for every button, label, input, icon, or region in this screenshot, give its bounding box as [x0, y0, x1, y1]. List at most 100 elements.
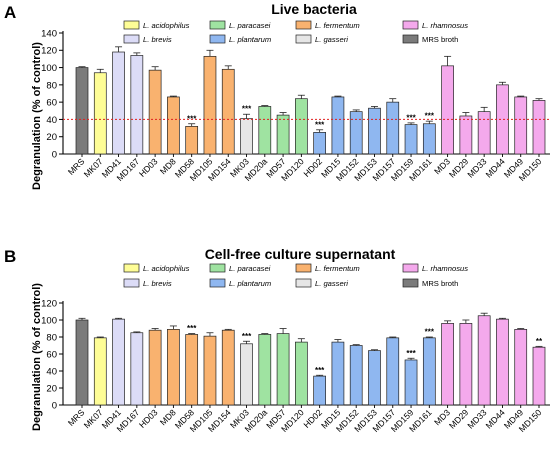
panel-b-bar — [167, 329, 180, 406]
panel-a-title: Live bacteria — [271, 1, 357, 17]
panel-b-bar — [477, 315, 491, 406]
panel-b-legend-swatch — [295, 263, 312, 273]
panel-b-ytick-label: 80 — [46, 332, 57, 343]
panel-b-bar — [276, 333, 290, 406]
panel-b-ytick-label: 20 — [46, 383, 57, 394]
panel-a-bar — [477, 111, 491, 155]
panel-a-ytick-label: 0 — [52, 149, 57, 160]
panel-a-ytick-label: 120 — [41, 46, 57, 57]
panel-b-bar — [203, 335, 217, 406]
panel-a-significance-label: *** — [406, 113, 416, 122]
panel-b-bar — [386, 337, 400, 406]
panel-b-bar — [496, 318, 509, 406]
panel-b-xtick-label: MK07 — [82, 407, 105, 430]
panel-b-significance-label: *** — [242, 332, 252, 341]
panel-b-ytick-label: 120 — [41, 298, 57, 309]
panel-a-bar — [148, 69, 162, 155]
panel-b-bar — [240, 343, 253, 406]
panel-a-bar — [331, 96, 345, 155]
panel-a-ylabel: Degranulation (% of control) — [31, 42, 43, 190]
panel-b-legend-swatch — [402, 263, 419, 273]
panel-b-bar — [221, 329, 235, 406]
panel-a-bar — [75, 67, 89, 155]
panel-b-significance-label: *** — [425, 328, 435, 337]
panel-a-xtick-label: MK07 — [82, 156, 105, 179]
panel-b-ytick-label: 40 — [46, 366, 57, 377]
panel-b-xtick-label: HD03 — [137, 407, 160, 430]
panel-a-ytick-label: 40 — [46, 115, 57, 126]
panel-a-ytick-label: 20 — [46, 132, 57, 143]
panel-b-bar — [130, 332, 144, 406]
panel-b-xtick-label: MD44 — [484, 407, 507, 430]
panel-a-bar — [185, 125, 199, 155]
panel-a-bar — [368, 107, 381, 155]
panel-b-legend-label: L. gasseri — [315, 279, 348, 288]
panel-b-legend-label: L. acidophilus — [143, 264, 190, 273]
panel-a-bar — [276, 114, 290, 155]
panel-b-legend-label: L. paracasei — [229, 264, 271, 273]
panel-b-bar — [441, 323, 454, 406]
panel-b-ylabel: Degranulation (% of control) — [31, 283, 43, 431]
panel-a-legend-label: L. brevis — [143, 35, 172, 44]
panel-a-letter: A — [4, 3, 16, 22]
panel-b-legend-label: L. fermentum — [315, 264, 360, 273]
panel-a-xtick-label: MD33 — [465, 156, 488, 179]
panel-a-legend-swatch — [123, 34, 140, 44]
panel-a-ytick-label: 100 — [41, 63, 57, 74]
panel-a-legend-swatch — [402, 20, 419, 30]
panel-b-significance-label: ** — [536, 337, 543, 346]
panel-b-ytick-label: 100 — [41, 315, 57, 326]
panel-b-chart: 020406080100120MRSMK07MD41MD167HD03MD8MD… — [41, 263, 550, 434]
panel-b-legend-label: L. brevis — [143, 279, 172, 288]
panel-a-legend-label: L. plantarum — [229, 35, 271, 44]
panel-b-bar — [404, 359, 418, 406]
panel-a-bar — [496, 84, 509, 155]
panel-b-bar — [112, 318, 125, 406]
panel-b-bar — [148, 329, 162, 406]
panel-b-bar — [368, 350, 381, 406]
panel-a-legend-label: L. fermentum — [315, 21, 360, 30]
panel-b-legend-swatch — [209, 263, 226, 273]
panel-a-bar — [349, 111, 363, 155]
panel-a-bar — [203, 55, 217, 155]
panel-a-legend-label: L. rhamnosus — [422, 21, 468, 30]
panel-a-xtick-label: MD44 — [484, 156, 507, 179]
panel-a-bar — [112, 51, 125, 155]
panel-a-chart: 020406080100120140MRSMK07MD41MD167HD03MD… — [41, 20, 550, 183]
panel-b-bar — [331, 341, 345, 406]
panel-b-letter: B — [4, 247, 16, 266]
panel-b-significance-label: *** — [187, 324, 197, 333]
panel-b-bar — [93, 337, 107, 406]
panel-a-bar — [167, 96, 180, 155]
panel-b-bar — [258, 334, 272, 406]
panel-a-bar — [258, 106, 272, 155]
panel-b-ytick-label: 0 — [52, 400, 57, 411]
panel-b-legend-swatch — [402, 278, 419, 288]
panel-a-bar — [404, 124, 418, 155]
panel-b-ytick-label: 60 — [46, 349, 57, 360]
panel-a-bar — [422, 123, 436, 155]
panel-a-legend-label: L. gasseri — [315, 35, 348, 44]
panel-b-bar — [532, 346, 546, 406]
panel-b-bar — [75, 319, 89, 406]
panel-a-bar — [532, 100, 546, 155]
panel-a-legend-swatch — [209, 20, 226, 30]
panel-a-legend-label: L. paracasei — [229, 21, 271, 30]
panel-a-legend-swatch — [295, 20, 312, 30]
panel-a-significance-label: *** — [315, 120, 325, 129]
panel-a-bar — [130, 55, 144, 155]
panel-a-legend-label: L. acidophilus — [143, 21, 190, 30]
panel-a-bar — [514, 96, 528, 155]
panel-b-bar — [185, 334, 199, 406]
panel-a-legend-swatch — [402, 34, 419, 44]
panel-a-ytick-label: 60 — [46, 98, 57, 109]
panel-b-legend-label: MRS broth — [422, 279, 458, 288]
panel-a-bar — [295, 98, 308, 155]
panel-a-bar — [441, 65, 454, 155]
panel-a-bar — [313, 132, 326, 155]
panel-a-bar — [459, 115, 473, 155]
panel-b-significance-label: *** — [406, 349, 416, 358]
panel-a-xtick-label: HD03 — [137, 156, 160, 179]
panel-a-legend-swatch — [123, 20, 140, 30]
